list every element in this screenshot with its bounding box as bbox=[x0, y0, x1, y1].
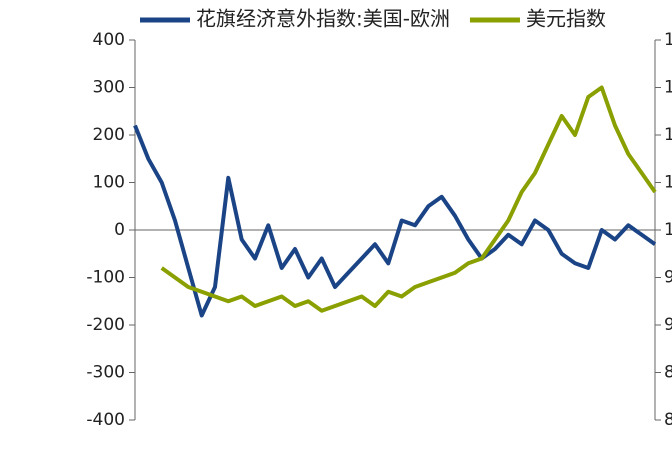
y2-tick-label: 110 bbox=[664, 125, 672, 145]
y-tick-label: -100 bbox=[86, 268, 125, 288]
y-tick-label: 100 bbox=[93, 173, 125, 193]
y2-tick-label: 80 bbox=[664, 410, 672, 430]
y2-tick-label: 85 bbox=[664, 363, 672, 383]
y2-tick-label: 115 bbox=[664, 78, 672, 98]
legend-label: 花旗经济意外指数:美国-欧洲 bbox=[196, 7, 450, 31]
y2-tick-label: 90 bbox=[664, 315, 672, 335]
y2-tick-label: 120 bbox=[664, 30, 672, 50]
y-tick-label: -400 bbox=[86, 410, 125, 430]
y-tick-label: 400 bbox=[93, 30, 125, 50]
y-tick-label: 300 bbox=[93, 78, 125, 98]
y2-tick-label: 105 bbox=[664, 173, 672, 193]
y-tick-label: -200 bbox=[86, 315, 125, 335]
y-tick-label: -300 bbox=[86, 363, 125, 383]
series-line bbox=[133, 124, 657, 318]
y-tick-label: 200 bbox=[93, 125, 125, 145]
y2-tick-label: 100 bbox=[664, 220, 672, 240]
y-tick-label: 0 bbox=[114, 220, 125, 240]
series-line bbox=[160, 85, 657, 313]
y2-tick-label: 95 bbox=[664, 268, 672, 288]
legend-label: 美元指数 bbox=[526, 7, 606, 31]
